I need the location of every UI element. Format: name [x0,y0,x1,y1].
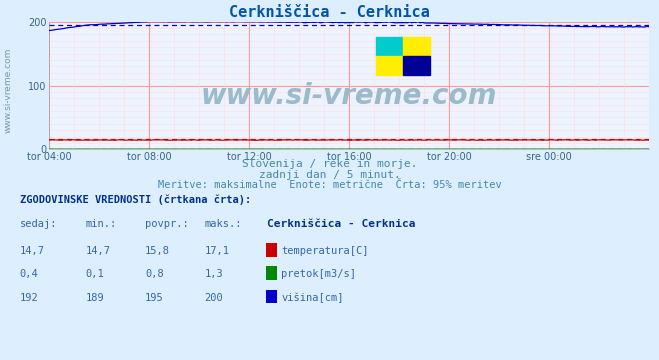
Text: Slovenija / reke in morje.: Slovenija / reke in morje. [242,159,417,169]
Text: Cerkniščica - Cerknica: Cerkniščica - Cerknica [267,219,415,229]
Text: zadnji dan / 5 minut.: zadnji dan / 5 minut. [258,170,401,180]
Text: www.si-vreme.com: www.si-vreme.com [3,47,13,133]
Text: maks.:: maks.: [204,219,242,229]
Text: 189: 189 [86,293,104,303]
Text: www.si-vreme.com: www.si-vreme.com [201,82,498,110]
Text: 1,3: 1,3 [204,269,223,279]
Text: 0,4: 0,4 [20,269,38,279]
Text: 192: 192 [20,293,38,303]
Text: 15,8: 15,8 [145,246,170,256]
Text: 14,7: 14,7 [20,246,45,256]
Text: 14,7: 14,7 [86,246,111,256]
Bar [403,56,430,75]
Text: pretok[m3/s]: pretok[m3/s] [281,269,357,279]
Bar [376,56,403,75]
Text: 0,1: 0,1 [86,269,104,279]
Text: Cerkniščica - Cerknica: Cerkniščica - Cerknica [229,5,430,20]
Bar [376,37,403,56]
Text: 200: 200 [204,293,223,303]
Text: temperatura[C]: temperatura[C] [281,246,369,256]
Text: ZGODOVINSKE VREDNOSTI (črtkana črta):: ZGODOVINSKE VREDNOSTI (črtkana črta): [20,195,251,206]
Text: 195: 195 [145,293,163,303]
Text: povpr.:: povpr.: [145,219,188,229]
Text: min.:: min.: [86,219,117,229]
Text: Meritve: maksimalne  Enote: metrične  Črta: 95% meritev: Meritve: maksimalne Enote: metrične Črta… [158,180,501,190]
Text: sedaj:: sedaj: [20,219,57,229]
Text: 17,1: 17,1 [204,246,229,256]
Text: 0,8: 0,8 [145,269,163,279]
Text: višina[cm]: višina[cm] [281,292,344,303]
Bar [403,37,430,56]
